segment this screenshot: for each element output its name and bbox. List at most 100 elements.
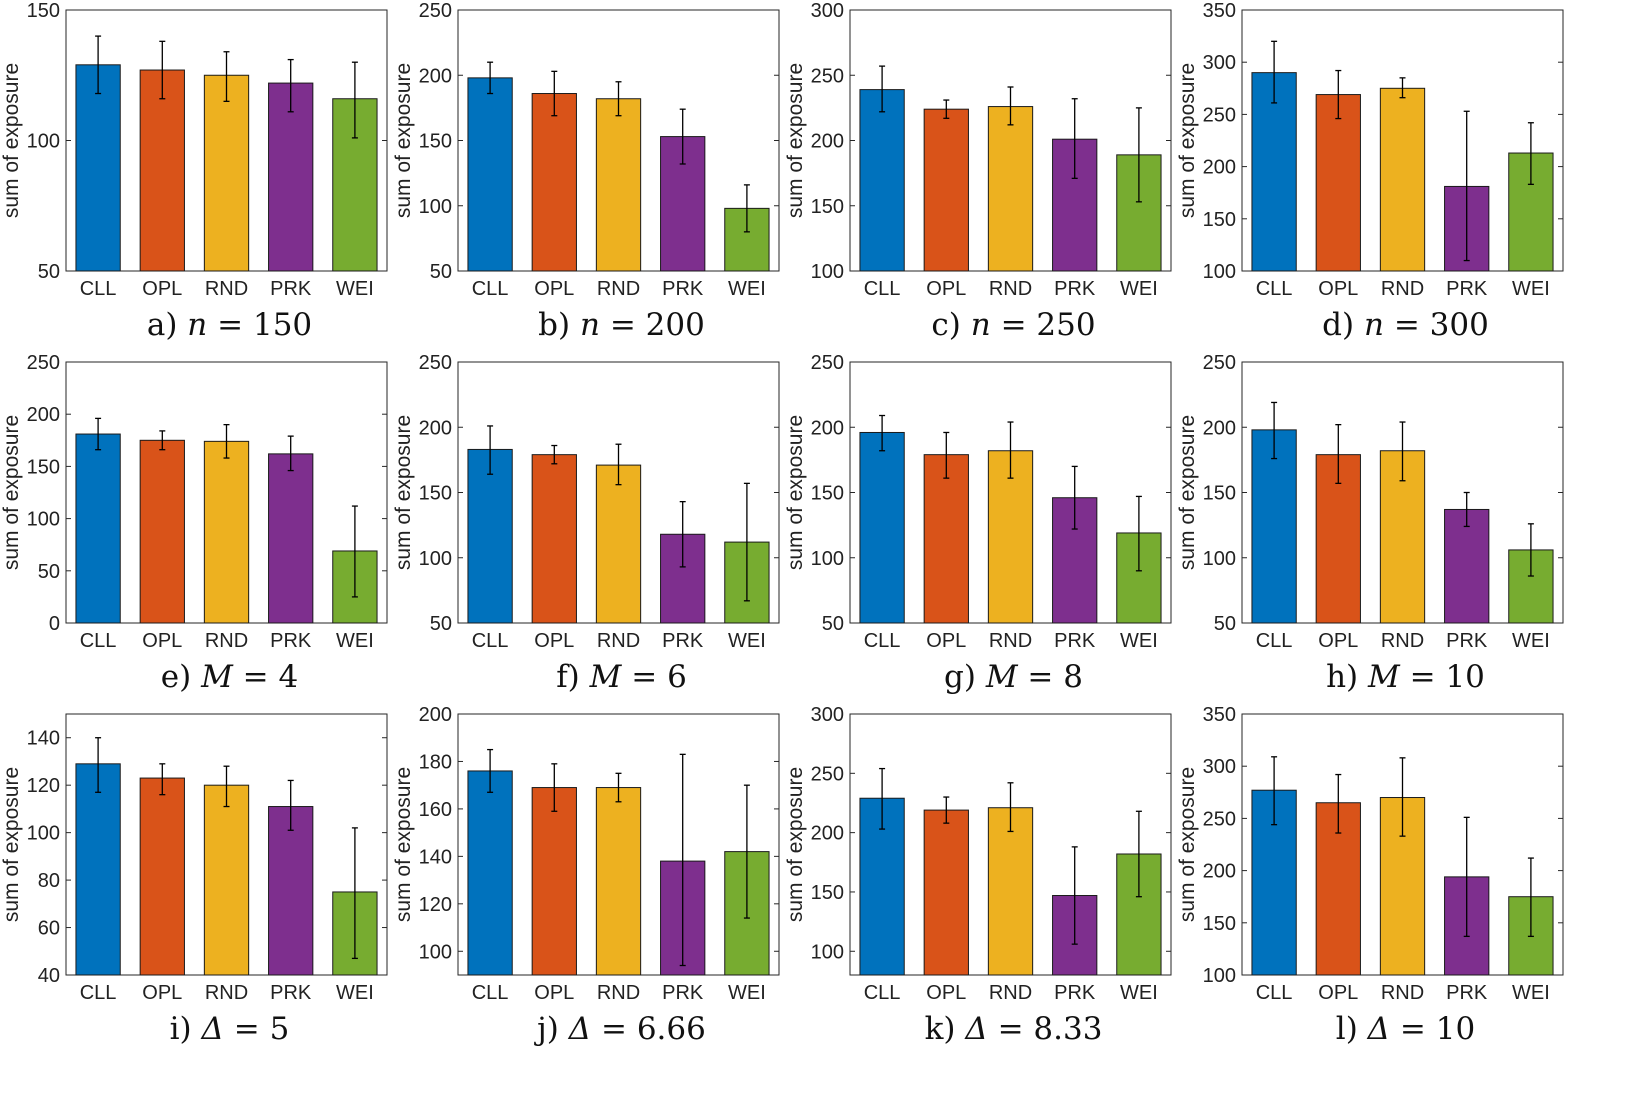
chart-caption: h) M = 10: [1176, 659, 1581, 695]
y-axis-label: sum of exposure: [1176, 63, 1199, 218]
chart-panel: 100 150 200 250 300 sum of exposure CLL OPL RND P…: [784, 0, 1189, 360]
x-tick-label: CLL: [864, 630, 901, 652]
bar-cll[interactable]: [1251, 72, 1297, 272]
caption-relation: =: [1393, 307, 1420, 343]
bar-rnd[interactable]: [987, 106, 1034, 272]
y-axis-label: sum of exposure: [392, 767, 415, 922]
y-tick-label: 250: [811, 352, 844, 374]
x-tick-label: OPL: [534, 982, 574, 1004]
x-tick-label: OPL: [142, 278, 182, 300]
bar-rnd[interactable]: [595, 787, 642, 976]
bar-prk[interactable]: [268, 453, 314, 624]
bar-rnd[interactable]: [203, 74, 250, 272]
chart-panel: 100 120 140 160 180 200 sum of exposure CLL OPL R…: [392, 704, 797, 1064]
y-tick-label: 150: [811, 196, 844, 218]
x-tick-label: RND: [1381, 630, 1424, 652]
bar-cll[interactable]: [467, 448, 513, 624]
x-tick-label: CLL: [864, 982, 901, 1004]
bar-cll[interactable]: [467, 77, 513, 272]
y-tick-label: 60: [38, 918, 60, 940]
x-tick-label: OPL: [1318, 630, 1358, 652]
bar-cll[interactable]: [75, 763, 121, 976]
bar-rnd[interactable]: [203, 440, 250, 624]
y-tick-label: 50: [430, 261, 452, 283]
bar-cll[interactable]: [1251, 429, 1297, 624]
x-tick-label: PRK: [1446, 630, 1488, 652]
y-tick-label: 200: [419, 65, 452, 87]
y-tick-label: 100: [1203, 965, 1236, 987]
bar-chart: 50 100 150 200 250 sum of exposure CLL OPL RND PR…: [784, 352, 1172, 652]
bar-rnd[interactable]: [595, 98, 642, 272]
bar-rnd[interactable]: [1379, 797, 1426, 976]
caption-variable: n: [187, 307, 208, 343]
x-tick-label: PRK: [662, 982, 704, 1004]
bar-opl[interactable]: [139, 439, 185, 624]
bar-opl[interactable]: [1315, 94, 1361, 272]
caption-variable: M: [201, 659, 233, 695]
x-tick-label: RND: [597, 630, 640, 652]
caption-relation: =: [233, 1011, 260, 1047]
y-tick-label: 150: [27, 0, 60, 22]
x-tick-label: WEI: [728, 278, 766, 300]
bar-opl[interactable]: [923, 809, 969, 976]
caption-variable: n: [970, 307, 991, 343]
bar-cll[interactable]: [75, 433, 121, 624]
bar-prk[interactable]: [268, 82, 314, 272]
y-tick-label: 120: [419, 894, 452, 916]
bar-cll[interactable]: [467, 770, 513, 976]
y-tick-label: 150: [419, 131, 452, 153]
caption-variable: M: [985, 659, 1018, 695]
bar-rnd[interactable]: [203, 784, 250, 976]
y-tick-label: 40: [38, 965, 60, 987]
chart-panel: 40 60 80 100 120 140 sum of exposure CLL OPL RND P…: [0, 704, 405, 1064]
x-tick-label: CLL: [80, 278, 117, 300]
bar-prk[interactable]: [268, 806, 314, 976]
caption-value: 5: [269, 1011, 290, 1047]
bar-opl[interactable]: [923, 454, 969, 624]
bar-rnd[interactable]: [595, 464, 642, 624]
y-tick-label: 100: [419, 941, 452, 963]
x-tick-label: RND: [205, 278, 248, 300]
x-tick-label: WEI: [1512, 982, 1550, 1004]
caption-variable: n: [1363, 307, 1384, 343]
y-tick-label: 250: [811, 763, 844, 785]
bar-opl[interactable]: [531, 93, 577, 272]
bar-opl[interactable]: [923, 108, 969, 272]
y-tick-label: 50: [38, 561, 60, 583]
bar-rnd[interactable]: [987, 450, 1034, 624]
x-tick-label: PRK: [1054, 630, 1096, 652]
bar-opl[interactable]: [139, 777, 185, 976]
bar-cll[interactable]: [859, 89, 905, 272]
caption-variable: Δ: [568, 1011, 592, 1047]
x-tick-label: OPL: [534, 630, 574, 652]
y-tick-label: 160: [419, 799, 452, 821]
y-tick-label: 350: [1203, 704, 1236, 726]
bar-cll[interactable]: [75, 64, 121, 272]
y-tick-label: 250: [1203, 352, 1236, 374]
y-axis-label: sum of exposure: [392, 63, 415, 218]
caption-prefix: l): [1335, 1011, 1358, 1047]
caption-prefix: i): [169, 1011, 192, 1047]
bar-opl[interactable]: [139, 69, 185, 272]
x-tick-label: CLL: [1256, 278, 1293, 300]
bar-opl[interactable]: [531, 454, 577, 624]
y-tick-label: 200: [419, 704, 452, 726]
x-tick-label: CLL: [472, 982, 509, 1004]
chart-caption: g) M = 8: [784, 659, 1189, 695]
chart-caption: c) n = 250: [784, 307, 1189, 343]
caption-prefix: g): [944, 659, 976, 695]
bar-chart: 100 150 200 250 300 350 sum of exposure CLL OPL R…: [1176, 0, 1564, 300]
x-tick-label: PRK: [1446, 278, 1488, 300]
y-tick-label: 250: [1203, 104, 1236, 126]
y-tick-label: 100: [27, 509, 60, 531]
x-tick-label: CLL: [1256, 982, 1293, 1004]
bar-rnd[interactable]: [987, 807, 1034, 976]
bar-opl[interactable]: [531, 787, 577, 976]
bar-rnd[interactable]: [1379, 87, 1426, 272]
y-tick-label: 180: [419, 751, 452, 773]
y-tick-label: 100: [27, 823, 60, 845]
caption-value: 200: [645, 307, 705, 343]
bar-cll[interactable]: [859, 431, 905, 624]
caption-value: 150: [252, 307, 313, 343]
y-tick-label: 50: [1214, 613, 1236, 635]
